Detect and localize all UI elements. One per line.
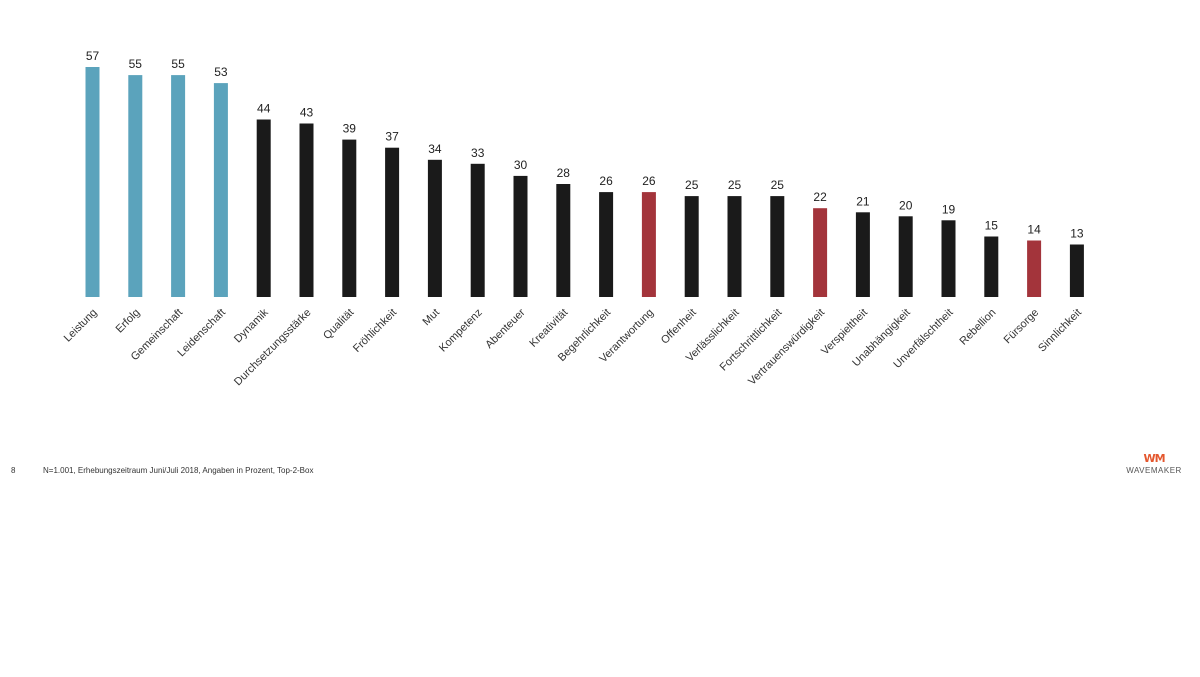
- data-label: 57: [86, 49, 100, 63]
- category-label: Offenheit: [659, 307, 699, 347]
- category-label: Fürsorge: [1002, 307, 1042, 347]
- category-label: Kompetenz: [437, 307, 485, 355]
- bar: [213, 83, 228, 297]
- wavemaker-logo: WM WAVEMAKER: [1118, 452, 1190, 475]
- category-label: Erfolg: [114, 307, 143, 336]
- data-label: 25: [685, 178, 699, 192]
- bar: [599, 192, 614, 297]
- bar: [427, 159, 442, 297]
- data-label: 20: [899, 198, 913, 212]
- data-label: 13: [1070, 227, 1084, 241]
- category-label: Vertrauenswürdigkeit: [746, 307, 827, 388]
- category-label: Leistung: [62, 307, 100, 345]
- logo-mark: WM: [1143, 452, 1165, 465]
- data-label: 55: [171, 57, 185, 71]
- bar: [299, 123, 314, 297]
- data-label: 43: [300, 106, 314, 120]
- data-label: 21: [856, 194, 870, 208]
- logo-text: WAVEMAKER: [1126, 466, 1182, 475]
- data-label: 44: [257, 102, 271, 116]
- data-label: 28: [557, 166, 571, 180]
- bar: [727, 196, 742, 297]
- bar: [256, 119, 271, 297]
- data-label: 33: [471, 146, 485, 160]
- bar: [1069, 244, 1084, 297]
- data-label: 14: [1027, 223, 1041, 237]
- data-label: 25: [728, 178, 742, 192]
- bar: [513, 175, 528, 297]
- category-label: Durchsetzungsstärke: [232, 307, 314, 389]
- bar: [898, 216, 913, 297]
- bar: [470, 163, 485, 297]
- bar: [342, 139, 357, 297]
- bar: [941, 220, 956, 297]
- data-label: 26: [599, 174, 613, 188]
- category-label: Mut: [421, 307, 442, 328]
- data-label: 37: [385, 130, 399, 144]
- bar: [641, 192, 656, 297]
- data-label: 39: [343, 122, 357, 136]
- category-label: Kreativität: [527, 307, 570, 350]
- data-label: 55: [129, 57, 143, 71]
- data-label: 26: [642, 174, 656, 188]
- data-label: 19: [942, 202, 956, 216]
- bar: [770, 196, 785, 297]
- data-label: 34: [428, 142, 442, 156]
- data-label: 15: [985, 219, 999, 233]
- bar: [385, 147, 400, 297]
- bar: [85, 67, 100, 297]
- category-label: Fröhlichkeit: [351, 307, 399, 355]
- bar: [684, 196, 699, 297]
- bar: [556, 184, 571, 297]
- data-label: 22: [813, 190, 827, 204]
- bar-chart: 57Leistung55Erfolg55Gemeinschaft53Leiden…: [62, 49, 1084, 389]
- page-number: 8: [11, 466, 16, 475]
- data-label: 30: [514, 158, 528, 172]
- data-label: 53: [214, 65, 228, 79]
- bar: [171, 75, 186, 297]
- bar: [1027, 240, 1042, 297]
- footnote: N=1.001, Erhebungszeitraum Juni/Juli 201…: [43, 466, 314, 475]
- data-label: 25: [771, 178, 785, 192]
- category-label: Qualität: [321, 307, 356, 342]
- category-label: Rebellion: [957, 307, 998, 348]
- category-label: Abenteuer: [483, 306, 528, 351]
- category-label: Dynamik: [232, 306, 271, 345]
- bar: [813, 208, 828, 297]
- bar: [128, 75, 143, 297]
- category-label: Sinnlichkeit: [1036, 307, 1084, 355]
- bar: [984, 236, 999, 297]
- bar: [855, 212, 870, 297]
